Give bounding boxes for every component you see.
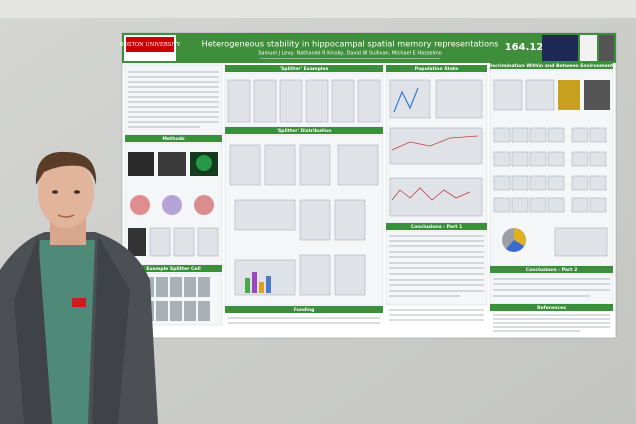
section-header xyxy=(490,304,613,311)
section-title: Example Splitter Cell xyxy=(146,266,201,272)
section-header xyxy=(490,266,613,273)
figure-blob xyxy=(196,155,212,171)
section-title: Methods xyxy=(162,136,185,142)
jacket-logo xyxy=(72,298,86,307)
intro-text xyxy=(128,71,219,128)
section-header xyxy=(386,223,487,230)
section-title: Conclusions - Part 2 xyxy=(526,267,578,273)
section-title: Funding xyxy=(294,307,315,313)
section-header xyxy=(125,265,222,272)
mouth xyxy=(57,214,75,218)
distribution-plots xyxy=(229,144,379,296)
figure xyxy=(128,228,146,256)
figure xyxy=(149,227,171,257)
section-header xyxy=(490,62,613,69)
sponsor-logo xyxy=(599,35,614,61)
eye xyxy=(74,190,80,194)
sponsor-logo xyxy=(580,35,597,61)
figure xyxy=(197,227,219,257)
figure xyxy=(584,80,610,110)
figure-line xyxy=(391,187,471,201)
figure xyxy=(554,227,608,257)
section-header xyxy=(125,135,222,142)
intro-panel xyxy=(124,64,223,136)
section-title: Population State xyxy=(415,66,458,72)
figure-line xyxy=(393,87,419,113)
small-text xyxy=(389,309,484,321)
bar-figure xyxy=(245,272,271,293)
section-title: Discrimination Within and Between Enviro… xyxy=(487,63,616,69)
figure xyxy=(493,79,523,111)
poster-authors: Samuel J Levy, Nathaniel R Kinsky, David… xyxy=(258,51,442,57)
conclusions-text xyxy=(389,235,484,297)
sponsor-logo xyxy=(542,35,578,61)
poster-title: Heterogeneous stability in hippocampal s… xyxy=(202,39,499,49)
figure xyxy=(173,227,195,257)
jacket-lapel xyxy=(92,236,130,424)
section-title: References xyxy=(537,305,566,311)
face xyxy=(38,158,94,228)
figure xyxy=(128,152,154,176)
figure-blob xyxy=(194,195,214,215)
section-header xyxy=(225,306,383,313)
figure-line xyxy=(391,135,479,151)
conclusions-panel xyxy=(489,273,614,305)
figure-blob xyxy=(162,195,182,215)
section-title: 'Splitter' Examples xyxy=(280,66,329,72)
abstract-number: 164.12 xyxy=(505,42,544,53)
eye xyxy=(52,190,58,194)
poster-header xyxy=(122,33,616,63)
section-header xyxy=(386,65,487,72)
person xyxy=(0,151,158,424)
logo-red xyxy=(126,37,174,52)
institution: BOSTON UNIVERSITY xyxy=(120,42,181,48)
references-text xyxy=(493,314,610,332)
jacket-lapel xyxy=(14,236,52,424)
splitter-panel xyxy=(224,72,384,128)
section-title: Conclusions - Part 1 xyxy=(411,224,463,230)
section-header xyxy=(225,65,383,72)
section-header xyxy=(225,127,383,134)
hair xyxy=(35,151,97,185)
figure xyxy=(158,152,186,176)
figure xyxy=(525,79,555,111)
funding-text xyxy=(228,317,380,324)
section-title: 'Splitter' Distribution xyxy=(277,128,332,134)
conclusions-text xyxy=(493,278,610,297)
figure xyxy=(558,80,580,110)
pie-figure xyxy=(514,228,526,246)
pie-figure xyxy=(506,240,524,252)
splitter-plots xyxy=(227,79,381,123)
wall-top xyxy=(0,0,636,18)
poster: BOSTON UNIVERSITY Heterogeneous stabilit… xyxy=(120,32,617,339)
discrimination-grid xyxy=(493,127,607,213)
figure-blob xyxy=(130,195,150,215)
population-plots xyxy=(389,79,483,217)
